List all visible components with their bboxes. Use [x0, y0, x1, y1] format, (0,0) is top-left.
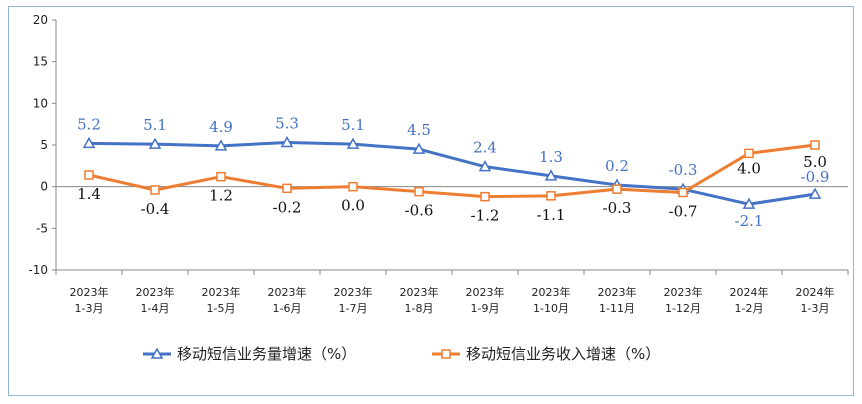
x-tick-label: 2023年 1-10月 [532, 285, 571, 315]
x-tick-label: 2023年 1-7月 [334, 285, 373, 315]
data-point-square [810, 140, 820, 150]
data-label: -0.7 [669, 203, 698, 221]
legend: 移动短信业务量增速（%） 移动短信业务收入增速（%） [143, 345, 660, 363]
x-tick-label: 2023年 1-5月 [202, 285, 241, 315]
data-label: 5.0 [803, 153, 827, 171]
data-point-triangle [214, 139, 228, 151]
data-point-triangle [808, 187, 822, 199]
x-tick-label: 2023年 1-9月 [466, 285, 505, 315]
data-label: 0.2 [605, 157, 629, 175]
y-tick-label: 15 [33, 55, 48, 69]
data-label: 4.5 [407, 121, 431, 139]
axes: 20 15 10 5 0 -5 -10 2023年 1-3月 2023年 1-4月 2023年 1-5月… [28, 13, 849, 315]
x-tick-label: 2023年 1-8月 [400, 285, 439, 315]
data-label: 5.3 [275, 115, 299, 133]
data-point-square [216, 171, 226, 182]
x-tick-label: 2024年 1-2月 [730, 285, 769, 315]
data-point-square [678, 187, 688, 198]
y-tick-label: 5 [40, 138, 48, 152]
x-tick-label: 2023年 1-12月 [664, 285, 703, 315]
legend-label: 移动短信业务量增速（%） [177, 345, 356, 363]
data-label: -0.9 [801, 168, 830, 186]
y-tick-label: 0 [40, 180, 48, 194]
data-label: -0.3 [603, 199, 632, 217]
legend-marker-square [441, 349, 451, 359]
data-label: -1.2 [471, 207, 500, 225]
x-tick-label: 2023年 1-4月 [136, 285, 175, 315]
data-label: -1.1 [537, 206, 566, 224]
data-point-triangle [478, 160, 492, 172]
y-tick-label: -5 [36, 221, 48, 235]
data-point-square [84, 170, 94, 180]
x-tick-label: 2023年 1-3月 [70, 285, 109, 315]
data-label: 5.1 [143, 116, 167, 134]
data-label: -2.1 [735, 212, 764, 230]
data-point-square [150, 185, 160, 195]
data-label: -0.3 [669, 161, 698, 179]
data-label: 0.0 [341, 197, 365, 215]
data-label: -0.4 [141, 200, 170, 218]
data-label: 4.9 [209, 118, 233, 136]
data-point-square [546, 191, 556, 201]
x-tick-label: 2023年 1-6月 [268, 285, 307, 315]
data-label: 2.4 [473, 139, 497, 157]
y-tick-label: 20 [33, 13, 48, 27]
y-tick-label: 10 [33, 96, 48, 110]
data-label: 1.3 [539, 148, 563, 166]
data-label: -0.6 [405, 202, 434, 220]
data-label: 1.4 [77, 185, 101, 203]
data-label: 5.1 [341, 116, 365, 134]
data-point-square [282, 183, 292, 194]
data-label: -0.2 [273, 198, 302, 216]
data-point-triangle [280, 135, 294, 148]
chart-frame [8, 6, 854, 396]
x-tick-label: 2023年 1-11月 [598, 285, 637, 315]
legend-label: 移动短信业务收入增速（%） [466, 345, 660, 363]
series-line [88, 143, 816, 199]
data-point-triangle [412, 142, 426, 154]
x-tick-label: 2024年 1-3月 [796, 285, 835, 315]
legend-marker-triangle [150, 347, 164, 359]
data-label: 4.0 [737, 159, 761, 177]
data-point-square [480, 191, 490, 202]
data-point-square [348, 181, 358, 192]
data-label: 5.2 [77, 115, 101, 133]
data-point-square [414, 186, 424, 197]
data-point-triangle [346, 137, 360, 149]
data-point-square [744, 148, 754, 159]
data-point-triangle [742, 197, 756, 209]
series-layer [82, 135, 822, 209]
series-line [88, 141, 816, 206]
data-point-triangle [82, 136, 96, 149]
y-tick-label: -10 [28, 263, 48, 277]
data-point-triangle [544, 169, 558, 181]
data-labels: 5.2 5.1 4.9 5.3 5.1 4.5 2.4 1.3 0.2 -0.3 -2.1 -0.9 1… [77, 115, 829, 231]
data-label: 1.2 [209, 187, 233, 205]
data-point-triangle [148, 137, 162, 149]
data-point-square [612, 184, 622, 194]
